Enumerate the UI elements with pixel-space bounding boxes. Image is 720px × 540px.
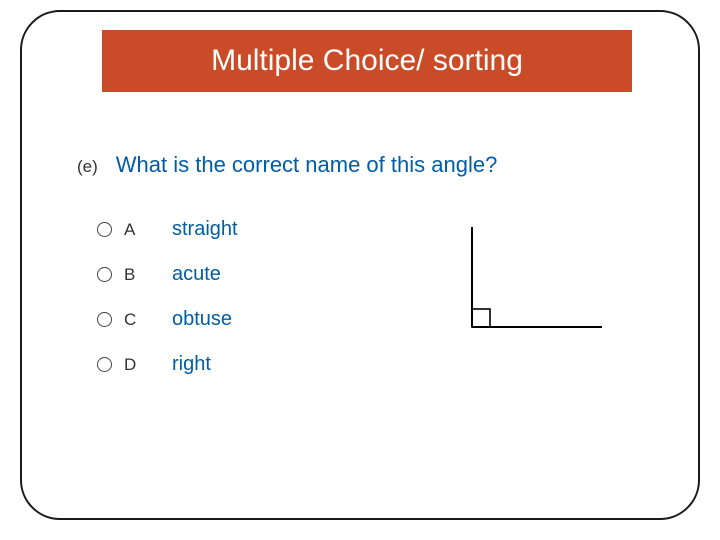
options-list: A straight B acute C obtuse D right bbox=[97, 218, 238, 376]
question-row: (e) What is the correct name of this ang… bbox=[77, 152, 658, 178]
option-a[interactable]: A straight bbox=[97, 218, 238, 241]
option-letter: C bbox=[124, 310, 142, 330]
slide-card: Multiple Choice/ sorting (e) What is the… bbox=[20, 10, 700, 520]
option-text: obtuse bbox=[172, 308, 232, 331]
title-bar: Multiple Choice/ sorting bbox=[102, 30, 632, 92]
option-b[interactable]: B acute bbox=[97, 263, 238, 286]
question-label: (e) bbox=[77, 157, 98, 177]
option-letter: A bbox=[124, 220, 142, 240]
radio-icon[interactable] bbox=[97, 222, 112, 237]
right-angle-marker bbox=[472, 309, 490, 327]
radio-icon[interactable] bbox=[97, 267, 112, 282]
title-text: Multiple Choice/ sorting bbox=[211, 44, 523, 78]
question-text: What is the correct name of this angle? bbox=[116, 152, 498, 178]
radio-icon[interactable] bbox=[97, 357, 112, 372]
option-letter: D bbox=[124, 355, 142, 375]
option-text: straight bbox=[172, 218, 238, 241]
option-text: right bbox=[172, 353, 211, 376]
right-angle-icon bbox=[462, 227, 612, 337]
option-d[interactable]: D right bbox=[97, 353, 238, 376]
option-c[interactable]: C obtuse bbox=[97, 308, 238, 331]
option-text: acute bbox=[172, 263, 221, 286]
angle-figure bbox=[462, 227, 612, 337]
radio-icon[interactable] bbox=[97, 312, 112, 327]
option-letter: B bbox=[124, 265, 142, 285]
